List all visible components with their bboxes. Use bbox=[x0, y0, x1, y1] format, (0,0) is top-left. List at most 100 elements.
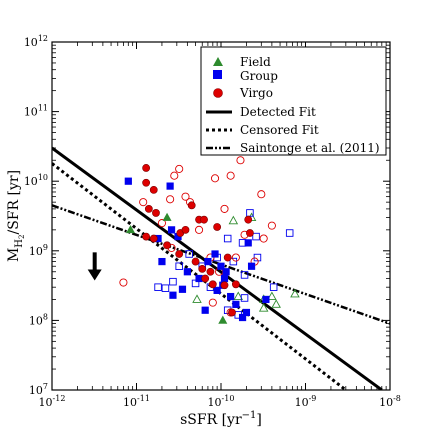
x-tick-base: 10 bbox=[295, 396, 309, 409]
y-tick-exp: 11 bbox=[38, 104, 48, 113]
legend: Field Group Virgo Detected Fit Censored … bbox=[200, 46, 387, 156]
virgo-point-open bbox=[181, 192, 190, 201]
y-tick-exp: 9 bbox=[43, 243, 48, 252]
group-point-open bbox=[269, 283, 278, 291]
group-point-open bbox=[161, 284, 170, 292]
x-tick-base: 10 bbox=[208, 396, 222, 409]
virgo-point-open bbox=[220, 204, 229, 213]
group-point bbox=[213, 286, 221, 294]
svg-text:MH2/SFR [yr]: MH2/SFR [yr] bbox=[6, 170, 26, 262]
y-tick-base: 10 bbox=[24, 36, 38, 49]
y-tick-base: 10 bbox=[29, 384, 43, 397]
legend-marker-virgo bbox=[213, 88, 223, 98]
x-axis-title-end: ] bbox=[256, 412, 261, 428]
virgo-point-open bbox=[139, 198, 148, 207]
group-point bbox=[124, 177, 132, 185]
group-point bbox=[244, 239, 252, 247]
axis-ticks-layer: 10-12 10-11 10-10 10-9 10-810710810910101011… bbox=[24, 34, 401, 409]
group-point bbox=[232, 300, 240, 308]
virgo-point-open bbox=[267, 221, 276, 230]
virgo-point-open bbox=[231, 253, 240, 262]
virgo-point bbox=[244, 215, 253, 224]
virgo-point bbox=[149, 185, 158, 194]
group-point bbox=[204, 257, 212, 266]
y-axis-title-main: M bbox=[6, 248, 22, 262]
y-tick-base: 10 bbox=[24, 106, 38, 119]
group-point bbox=[242, 308, 251, 317]
fit-line-dotted bbox=[52, 162, 347, 390]
field-point bbox=[218, 315, 228, 324]
x-tick-exp: -9 bbox=[309, 394, 317, 403]
legend-marker-field bbox=[213, 57, 223, 66]
legend-label-virgo: Virgo bbox=[239, 86, 273, 100]
group-point-open bbox=[185, 250, 193, 258]
virgo-point bbox=[142, 178, 151, 187]
field-point-open bbox=[228, 215, 239, 225]
group-point bbox=[262, 295, 270, 304]
group-point-open bbox=[253, 253, 262, 262]
virgo-point bbox=[187, 201, 196, 210]
group-point-open bbox=[240, 271, 249, 279]
legend-label-detected-fit: Detected Fit bbox=[240, 105, 316, 119]
virgo-point-open bbox=[236, 156, 245, 165]
group-point bbox=[166, 182, 174, 190]
virgo-point-open bbox=[175, 164, 184, 173]
y-tick-base: 10 bbox=[24, 175, 38, 188]
virgo-point bbox=[163, 241, 171, 250]
group-point bbox=[217, 262, 225, 270]
virgo-point-open bbox=[157, 219, 166, 228]
x-tick-label: 10-11 bbox=[123, 394, 150, 409]
x-tick-exp: -11 bbox=[137, 394, 150, 403]
virgo-point-open bbox=[259, 234, 268, 243]
group-point-open bbox=[154, 283, 162, 291]
x-tick-base: 10 bbox=[379, 396, 393, 409]
x-tick-exp: -12 bbox=[53, 394, 66, 403]
virgo-point bbox=[206, 267, 215, 276]
virgo-point bbox=[198, 264, 207, 273]
virgo-point-open bbox=[166, 195, 175, 204]
legend-marker-group bbox=[213, 70, 222, 79]
y-axis-title: MH2/SFR [yr] bbox=[6, 170, 26, 262]
group-point bbox=[158, 257, 166, 266]
x-axis-title-main: sSFR [yr bbox=[180, 412, 242, 428]
group-point bbox=[183, 268, 191, 276]
virgo-point bbox=[220, 281, 229, 290]
virgo-point bbox=[142, 232, 151, 241]
x-tick-label: 10-12 bbox=[39, 394, 66, 409]
x-tick-label: 10-9 bbox=[295, 394, 317, 409]
y-tick-label: 107 bbox=[29, 382, 48, 397]
x-tick-exp: -10 bbox=[222, 394, 235, 403]
virgo-point bbox=[208, 280, 217, 289]
group-point-open bbox=[169, 277, 177, 286]
virgo-point-open bbox=[208, 298, 217, 307]
upper-limit-arrow bbox=[87, 252, 102, 281]
virgo-point bbox=[231, 280, 240, 289]
group-point bbox=[222, 268, 230, 276]
y-tick-exp: 8 bbox=[43, 312, 48, 321]
y-tick-exp: 12 bbox=[38, 34, 48, 43]
virgo-point-open bbox=[195, 225, 204, 234]
y-tick-label: 1010 bbox=[24, 173, 48, 188]
y-tick-label: 108 bbox=[29, 312, 48, 327]
group-point-open bbox=[240, 294, 249, 302]
virgo-point bbox=[200, 215, 208, 224]
virgo-point bbox=[223, 253, 232, 262]
virgo-point-open bbox=[170, 171, 179, 180]
x-tick-exp: -8 bbox=[393, 394, 401, 403]
y-tick-base: 10 bbox=[29, 245, 43, 258]
x-axis-title: sSFR [yr−1] bbox=[180, 410, 262, 428]
y-tick-exp: 10 bbox=[38, 173, 48, 182]
virgo-point bbox=[142, 164, 151, 172]
group-point-open bbox=[252, 232, 260, 241]
virgo-point-open bbox=[226, 171, 235, 180]
field-point-open bbox=[290, 288, 300, 298]
group-point-open bbox=[175, 262, 183, 270]
x-tick-label: 10-10 bbox=[208, 394, 235, 409]
group-point bbox=[247, 262, 256, 270]
data-points-layer bbox=[119, 156, 300, 324]
virgo-point bbox=[201, 274, 210, 283]
y-axis-title-subsub: 2 bbox=[18, 235, 26, 239]
virgo-point-open bbox=[119, 278, 128, 287]
legend-label-field: Field bbox=[240, 55, 271, 69]
